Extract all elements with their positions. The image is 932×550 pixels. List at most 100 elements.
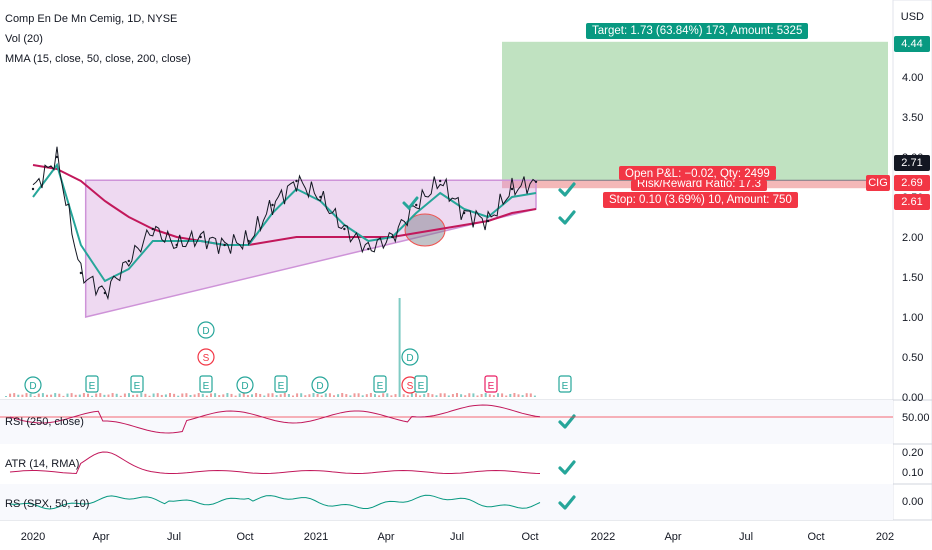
dividend-marker-letter: D [202, 326, 209, 337]
dividend-marker-shape [236, 376, 254, 394]
volume-bar [447, 395, 450, 397]
price-point [223, 243, 226, 247]
volume-bar [37, 393, 40, 397]
volume-bar [324, 393, 327, 397]
volume-bar [50, 394, 53, 397]
dividend-marker-letter: D [29, 381, 36, 392]
volume-bar [242, 393, 245, 397]
volume-bar [128, 393, 130, 397]
target-tag[interactable]: Target: 1.73 (63.84%) 173, Amount: 5325 [586, 23, 809, 39]
earnings-marker-letter: E [562, 381, 569, 392]
atr-pane-label[interactable]: ATR (14, RMA) [5, 458, 80, 470]
check-icon [558, 495, 576, 510]
volume-bar [361, 395, 364, 397]
target-zone [502, 41, 888, 181]
earnings-marker-shape [373, 375, 387, 393]
dividend-marker-shape [401, 348, 419, 366]
volume-bar [189, 394, 192, 397]
price-point [151, 227, 154, 231]
price-point [510, 187, 514, 191]
earnings-event-marker: E [85, 375, 99, 393]
rsi-pane-label[interactable]: RSI (250, close) [5, 416, 84, 428]
earnings-marker-letter: E [134, 381, 141, 392]
volume-bar [169, 393, 171, 397]
dividend-event-marker: D [24, 376, 42, 394]
price-tick-label: 4.00 [902, 72, 923, 84]
earnings-event-marker: E [558, 375, 572, 393]
time-tick-label: Jul [167, 531, 181, 543]
last-price-label: 2.69 [894, 175, 930, 191]
volume-bar [238, 393, 241, 397]
volume-bar [91, 395, 94, 397]
dividend-marker-letter: D [316, 381, 323, 392]
time-tick-label: Apr [92, 531, 109, 543]
volume-bar [378, 395, 381, 397]
volume-bar [386, 393, 389, 397]
open-pnl-tag[interactable]: Open P&L: −0.02, Qty: 2499 [619, 166, 776, 180]
mma-legend[interactable]: MMA (15, close, 50, close, 200, close) [5, 53, 191, 65]
volume-bar [345, 394, 348, 397]
time-tick-label: Oct [807, 531, 824, 543]
volume-bar [185, 393, 188, 397]
volume-bar [435, 395, 438, 397]
earnings-marker-letter: E [418, 381, 425, 392]
dividend-event-marker: D [311, 376, 329, 394]
volume-bar [87, 393, 89, 397]
volume-bar [82, 393, 85, 397]
volume-bar [263, 395, 266, 397]
price-point [31, 187, 35, 191]
volume-bar [427, 393, 430, 397]
dividend-event-marker: D [401, 348, 419, 366]
split-marker-letter: S [407, 381, 414, 392]
check-icon [558, 460, 576, 475]
earnings-event-marker: E [274, 375, 288, 393]
volume-bar [292, 395, 294, 397]
price-point [343, 227, 346, 231]
time-tick-label: Apr [664, 531, 681, 543]
price-point [391, 235, 394, 239]
earnings-marker-shape [484, 375, 498, 393]
price-tick-label: 1.00 [902, 312, 923, 324]
earnings-marker-shape [558, 375, 572, 393]
symbol-price-tag: CIG [866, 175, 890, 191]
volume-bar [521, 395, 524, 397]
volume-bar [517, 394, 520, 397]
volume-bar [529, 393, 532, 397]
split-event-marker: S [197, 348, 215, 366]
earnings-marker-shape [199, 375, 213, 393]
volume-bar [320, 395, 323, 397]
volume-bar [5, 396, 7, 397]
price-point [319, 195, 322, 199]
price-point [438, 179, 442, 183]
volume-bar [9, 393, 12, 397]
volume-bar [333, 395, 335, 397]
volume-bar [181, 393, 184, 397]
rs-pane [0, 484, 893, 520]
price-point [247, 239, 250, 243]
price-point [486, 219, 490, 223]
price-point [271, 203, 274, 207]
time-tick-label: Oct [521, 531, 538, 543]
volume-bar [193, 394, 196, 397]
rs-pane-label[interactable]: RS (SPX, 50, 10) [5, 498, 90, 510]
volume-bar [78, 394, 81, 397]
volume-bar [230, 393, 233, 397]
check-icon [558, 182, 576, 197]
volume-bar [136, 394, 139, 397]
volume-bar [246, 395, 249, 397]
dividend-marker-shape [197, 321, 215, 339]
volume-legend[interactable]: Vol (20) [5, 33, 43, 45]
volume-bar [382, 393, 385, 397]
earnings-event-marker: E [414, 375, 428, 393]
volume-bar [468, 393, 471, 397]
volume-bar [21, 394, 24, 397]
volume-bar [205, 395, 208, 397]
volume-bar [451, 394, 454, 397]
risk-reward-tag[interactable]: Risk/Reward Ratio: 17.3 [631, 180, 767, 191]
volume-bar [70, 393, 73, 397]
stop-tag[interactable]: Stop: 0.10 (3.69%) 10, Amount: 750 [603, 192, 798, 208]
time-tick-label: Apr [377, 531, 394, 543]
volume-bar [312, 393, 315, 397]
volume-bar [513, 393, 516, 397]
